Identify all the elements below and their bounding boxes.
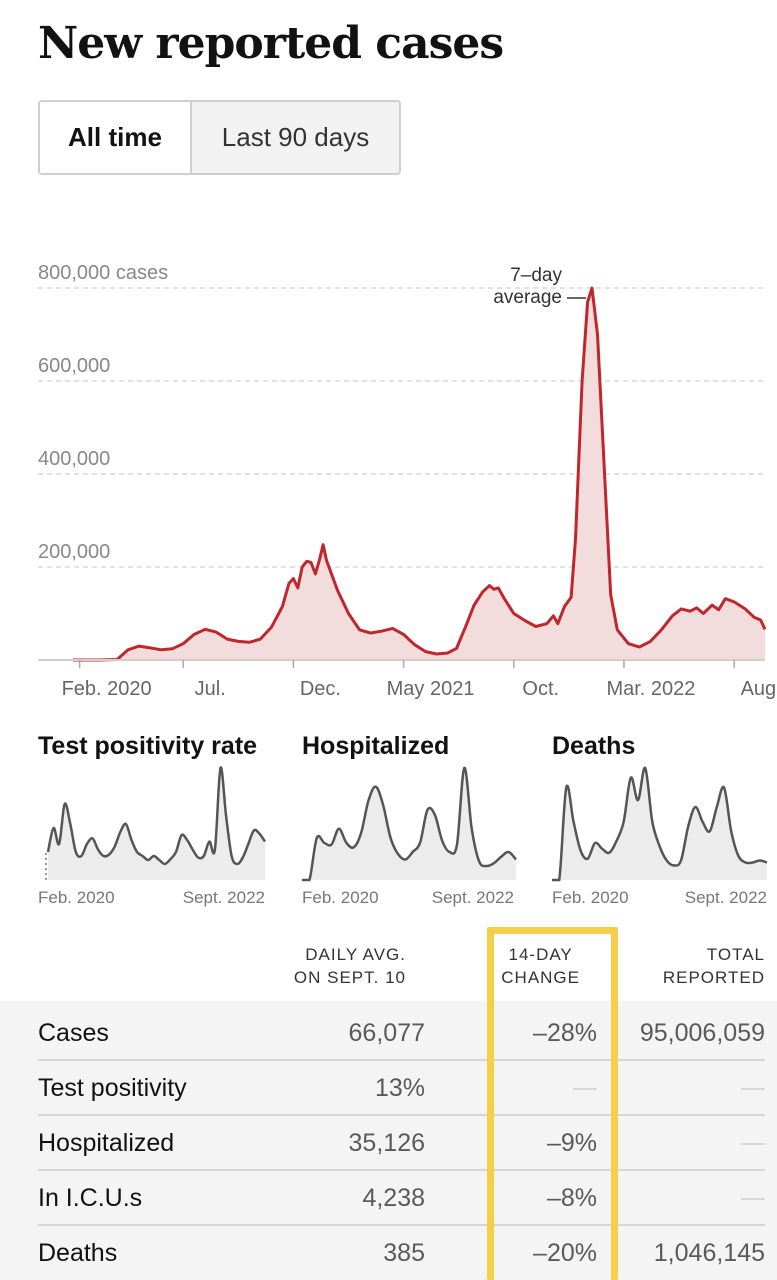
sparkline-area <box>48 767 265 880</box>
table-row-cases: Cases 66,077 –28% 95,006,059 <box>38 1005 765 1061</box>
hospitalized-sparkline: Feb. 2020 Sept. 2022 <box>302 766 517 907</box>
test-positivity-title: Test positivity rate <box>38 732 258 760</box>
change-value: –9% <box>546 1129 597 1157</box>
total-empty <box>741 1129 765 1158</box>
daily-avg-value: 66,077 <box>348 1019 425 1047</box>
last-90-days-button[interactable]: Last 90 days <box>192 102 399 173</box>
x-tick-label: Feb. 2020 <box>62 678 152 700</box>
row-label: Hospitalized <box>38 1129 175 1157</box>
total-empty <box>741 1184 765 1213</box>
row-label: Cases <box>38 1019 109 1047</box>
x-tick-label: Aug. <box>741 678 777 700</box>
daily-avg-value: 13% <box>374 1074 425 1102</box>
change-header: 14-DAY CHANGE <box>501 945 580 987</box>
table-row-test-positivity: Test positivity 13% <box>38 1060 765 1116</box>
table-row-icu: In I.C.U.s 4,238 –8% <box>38 1170 765 1226</box>
table-row-hospitalized: Hospitalized 35,126 –9% <box>38 1115 765 1171</box>
test-positivity-sparkline: Feb. 2020 Sept. 2022 <box>38 766 267 907</box>
sparkline-end-label: Sept. 2022 <box>432 888 514 907</box>
change-value: –28% <box>533 1019 597 1047</box>
change-value: –20% <box>533 1239 597 1267</box>
cases-line <box>73 286 767 662</box>
change-value: –8% <box>546 1184 597 1212</box>
y-tick-label: 600,000 <box>38 355 110 377</box>
seven-day-average-annotation: 7–day average <box>493 265 562 308</box>
sparkline-line <box>46 766 267 866</box>
deaths-title: Deaths <box>552 732 636 760</box>
change-empty <box>573 1074 597 1103</box>
x-tick-label: Mar. 2022 <box>606 678 695 700</box>
daily-avg-value: 4,238 <box>362 1184 425 1212</box>
hospitalized-title: Hospitalized <box>302 732 450 760</box>
table-row-deaths: Deaths 385 –20% 1,046,145 <box>38 1225 765 1280</box>
row-label: Test positivity <box>38 1074 187 1102</box>
row-label: Deaths <box>38 1239 118 1267</box>
stats-table <box>0 1001 777 1280</box>
x-tick-label: Oct. <box>522 678 559 700</box>
y-tick-label: 800,000 cases <box>38 262 168 284</box>
sparkline-start-label: Feb. 2020 <box>302 888 379 907</box>
daily-avg-value: 385 <box>383 1239 425 1267</box>
sparkline-end-label: Sept. 2022 <box>685 888 767 907</box>
sparkline-line <box>302 766 517 882</box>
sparkline-start-label: Feb. 2020 <box>38 888 115 907</box>
daily-avg-header: DAILY AVG. ON SEPT. 10 <box>293 945 406 987</box>
sparkline-area <box>302 767 516 880</box>
sparkline-area <box>552 767 767 880</box>
deaths-sparkline: Feb. 2020 Sept. 2022 <box>552 766 768 907</box>
total-value: 1,046,145 <box>653 1239 765 1267</box>
cases-chart: 800,000 cases 600,000 400,000 200,000 Feb. 2… <box>38 262 777 700</box>
sparkline-line <box>552 766 768 882</box>
x-tick-label: Dec. <box>300 678 341 700</box>
y-tick-label: 200,000 <box>38 541 110 563</box>
total-value: 95,006,059 <box>639 1019 765 1047</box>
x-tick-label: May 2021 <box>387 678 475 700</box>
page-title: New reported cases <box>38 18 504 69</box>
y-tick-label: 400,000 <box>38 448 110 470</box>
row-label: In I.C.U.s <box>38 1184 143 1212</box>
sparkline-start-label: Feb. 2020 <box>552 888 629 907</box>
x-tick-label: Jul. <box>195 678 226 700</box>
daily-avg-value: 35,126 <box>348 1129 425 1157</box>
total-empty <box>741 1074 765 1103</box>
all-time-button[interactable]: All time <box>40 102 192 173</box>
total-header: TOTAL REPORTED <box>662 945 765 987</box>
sparkline-end-label: Sept. 2022 <box>183 888 265 907</box>
cases-area <box>73 288 765 660</box>
time-range-toggle: All time Last 90 days <box>38 100 401 175</box>
